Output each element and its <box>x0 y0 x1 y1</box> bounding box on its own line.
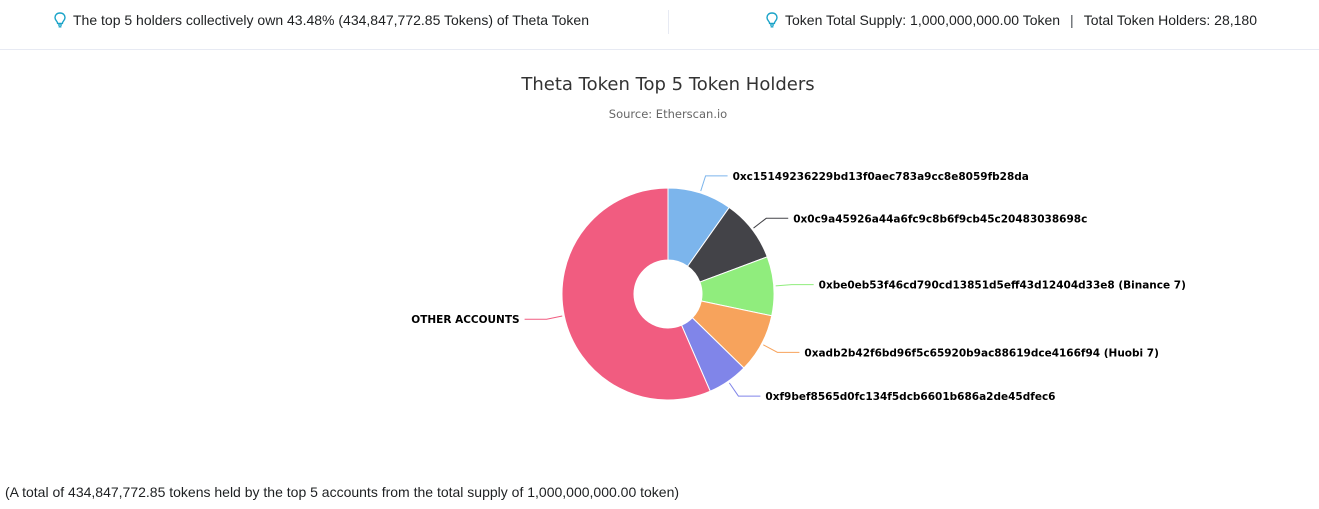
top-holders-summary: The top 5 holders collectively own 43.48… <box>54 12 589 28</box>
total-holders-text: Total Token Holders: 28,180 <box>1083 12 1257 28</box>
label-connectors <box>524 175 814 397</box>
supply-summary: Token Total Supply: 1,000,000,000.00 Tok… <box>766 12 1257 28</box>
data-labels: 0xc15149236229bd13f0aec783a9cc8e8059fb28… <box>411 171 1186 403</box>
lightbulb-icon <box>766 12 778 28</box>
label-connector <box>763 344 800 353</box>
pie-slice[interactable] <box>561 187 711 401</box>
chart-subtitle: Source: Etherscan.io <box>609 107 727 121</box>
total-supply-text: Token Total Supply: 1,000,000,000.00 Tok… <box>785 12 1061 28</box>
label-connector <box>524 315 563 320</box>
chart-title: Theta Token Top 5 Token Holders <box>520 74 814 95</box>
top-holders-text: The top 5 holders collectively own 43.48… <box>73 12 590 28</box>
label-connector <box>753 217 789 229</box>
footnote: (A total of 434,847,772.85 tokens held b… <box>5 484 680 500</box>
header-divider <box>668 10 669 34</box>
slice-label: 0x0c9a45926a44a6fc9c8b6f9cb45c2048303869… <box>793 213 1087 225</box>
pie-slices <box>561 187 775 401</box>
summary-bar: The top 5 holders collectively own 43.48… <box>0 0 1319 50</box>
holders-donut-chart: Theta Token Top 5 Token Holders Source: … <box>411 74 1186 403</box>
slice-label: 0xc15149236229bd13f0aec783a9cc8e8059fb28… <box>733 171 1029 183</box>
slice-label: 0xadb2b42f6bd96f5c65920b9ac88619dce4166f… <box>804 347 1159 359</box>
label-connector <box>700 175 728 192</box>
slice-label: 0xbe0eb53f46cd790cd13851d5eff43d12404d33… <box>819 280 1186 292</box>
slice-label: 0xf9bef8565d0fc134f5dcb6601b686a2de45dfe… <box>765 391 1055 403</box>
label-connector <box>775 284 814 287</box>
label-connector <box>728 382 761 397</box>
slice-label: OTHER ACCOUNTS <box>411 314 519 326</box>
separator: | <box>1070 12 1074 28</box>
lightbulb-icon <box>54 12 66 28</box>
